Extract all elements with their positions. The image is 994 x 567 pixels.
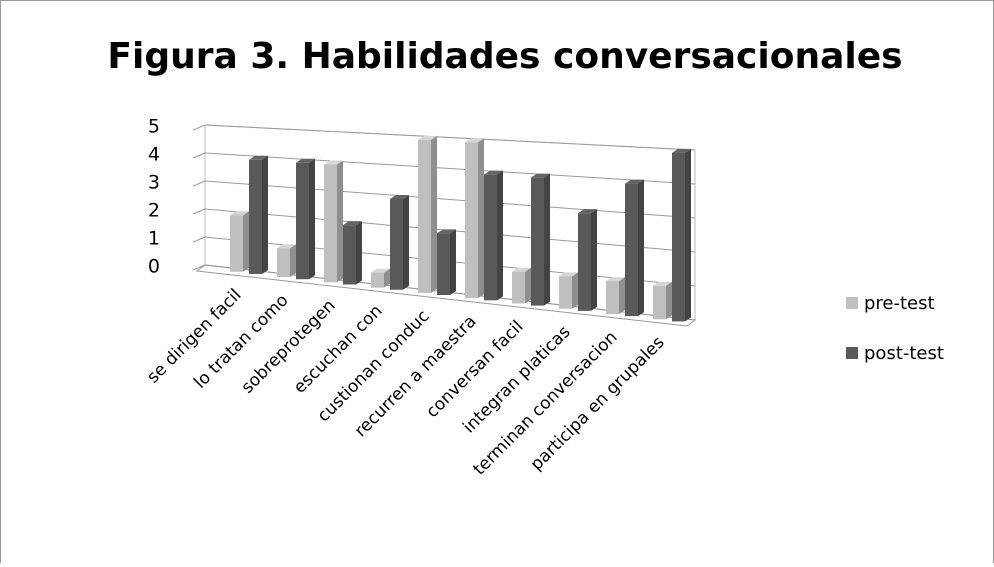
y-tick-label: 4 [148,144,160,166]
y-tick-label: 2 [148,200,160,222]
bar-side [544,173,550,306]
bar [484,174,497,301]
bar-side [262,155,268,274]
grid-line [204,180,696,219]
bar [324,164,337,283]
bar-side [384,268,390,288]
bar-side [403,194,409,290]
bar-side [243,211,249,272]
y-tick-label: 5 [148,116,160,138]
bar-top [606,277,625,282]
bar-top [324,160,343,165]
legend-swatch [846,347,858,359]
bar [606,281,619,315]
bar-top [484,170,503,175]
bar-top [343,221,362,226]
bar-side [572,272,578,309]
bar-top [672,148,691,153]
bar-side [356,221,362,285]
x-tick-label: sobreprotegen [238,296,340,398]
bar [277,248,290,278]
bar [249,159,262,274]
bar-top [249,155,268,160]
bar-top [559,272,578,277]
y-tick-label: 3 [148,172,160,194]
legend-swatch [846,297,858,309]
legend-label: post-test [864,343,944,364]
bar [531,177,544,306]
bar-side [666,281,672,320]
bar-top [296,158,315,163]
x-tick-label: lo tratan como [190,290,292,392]
tick-mark [192,264,206,271]
bar [653,285,666,320]
legend-label: pre-test [864,293,935,314]
bar [437,233,450,296]
bar-side [478,138,484,299]
bar-top [418,135,437,140]
bar-top [625,179,644,184]
bar-side [309,158,315,280]
bar-top [277,244,296,249]
bar [465,142,478,299]
y-tick-label: 1 [148,228,160,250]
y-tick-label: 0 [148,256,160,278]
bar [559,276,572,309]
bar [343,225,356,285]
bar [578,213,591,311]
bar-side [450,229,456,296]
tick-mark [192,180,206,187]
bar-side [431,135,437,293]
bar-top [371,268,390,273]
bar-top [653,281,672,286]
bar-side [337,160,343,283]
x-tick-label: se dirigen facil [143,285,245,387]
bar-side [685,148,691,322]
bar [672,152,685,322]
bar-top [465,138,484,143]
bar [625,183,638,317]
bar-top [230,211,249,216]
bar-side [638,179,644,317]
tick-mark [192,236,206,243]
bar [512,271,525,304]
bar-side [497,170,503,301]
bar-top [437,229,456,234]
bar [418,139,431,293]
grid-line [204,152,696,185]
bar [371,272,384,288]
chart-title: Figura 3. Habilidades conversacionales [107,36,902,77]
bar [230,215,243,272]
bar-top [512,267,531,272]
bar-top [531,173,550,178]
tick-mark [192,208,206,215]
grid-line [204,124,696,151]
bar-side [290,244,296,278]
bar-side [591,209,597,311]
tick-mark [192,152,206,159]
bar-side [619,277,625,315]
tick-mark [192,124,206,131]
bar [296,162,309,280]
bar-side [525,267,531,304]
bar-top [578,209,597,214]
bar-top [390,194,409,199]
bar [390,198,403,290]
